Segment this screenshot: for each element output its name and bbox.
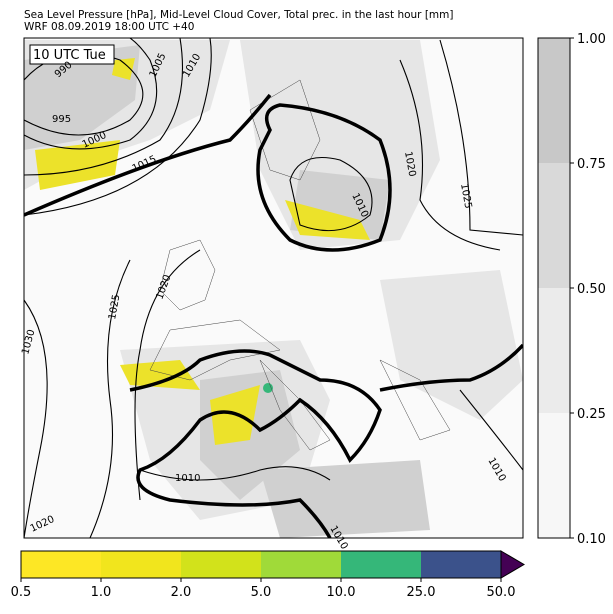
title-line2: WRF 08.09.2019 18:00 UTC +40 <box>24 21 194 33</box>
colorbar-tick-label: 50.0 <box>487 585 516 600</box>
time-label: 10 UTC Tue <box>33 48 106 63</box>
colorbar-extend <box>500 550 525 579</box>
isobar <box>459 389 523 471</box>
precip-area <box>112 58 135 80</box>
colorbar-segment <box>181 551 261 578</box>
precip-area <box>35 140 120 190</box>
colorbar-segment <box>538 288 570 413</box>
contour-thick <box>379 343 523 392</box>
time-box <box>29 44 115 65</box>
colorbar-tick-label: 10.0 <box>327 585 356 600</box>
colorbar-tick-label: 0.10 <box>577 532 606 547</box>
isobar <box>24 299 48 538</box>
isobar-label: 1020 <box>402 151 417 178</box>
title-line1: Sea Level Pressure [hPa], Mid-Level Clou… <box>24 9 454 21</box>
isobar <box>134 249 201 501</box>
colorbar-tick-label: 0.75 <box>577 157 606 172</box>
colorbar-segment <box>21 551 101 578</box>
isobar <box>24 38 184 176</box>
map: 10 UTC Tue <box>23 37 524 539</box>
isobar <box>24 38 212 216</box>
map-layers <box>24 38 523 538</box>
isobar <box>289 156 373 232</box>
isobar <box>439 39 523 236</box>
isobar-label: 1025 <box>107 294 122 321</box>
isobar-label: 1025 <box>458 183 473 210</box>
colorbar-segment <box>538 163 570 288</box>
colorbar-segment <box>538 38 570 163</box>
colorbar-tick-label: 2.0 <box>171 585 192 600</box>
colorbar-tick-label: 1.0 <box>91 585 112 600</box>
precip-area <box>120 360 200 390</box>
colorbar-tick-label: 0.25 <box>577 407 606 422</box>
colorbar-tick-label: 1.00 <box>577 32 606 47</box>
colorbar-segment <box>538 413 570 538</box>
colorbar-tick-label: 5.0 <box>251 585 272 600</box>
colorbar-segment <box>341 551 421 578</box>
cloud-area <box>260 460 430 538</box>
isobar <box>139 466 331 481</box>
colorbar-tick-label: 0.50 <box>577 282 606 297</box>
colorbar-segment <box>261 551 341 578</box>
colorbar-tick-label: 0.5 <box>11 585 32 600</box>
coastline <box>149 79 451 451</box>
isobar-label: 995 <box>52 114 71 125</box>
isobar <box>89 259 131 538</box>
isobar <box>399 59 501 251</box>
contour-thick <box>129 349 382 538</box>
colorbar-segment <box>101 551 181 578</box>
isobar-label: 1010 <box>175 473 200 484</box>
contour-thick <box>24 93 272 217</box>
contour-thick <box>256 103 392 252</box>
cloud-area <box>24 45 140 150</box>
isobar <box>24 38 158 150</box>
colorbar-segment <box>421 551 501 578</box>
precip-area <box>263 383 273 393</box>
precip-area <box>285 200 370 240</box>
colorbar-tick-label: 25.0 <box>407 585 436 600</box>
map-frame <box>23 37 524 539</box>
